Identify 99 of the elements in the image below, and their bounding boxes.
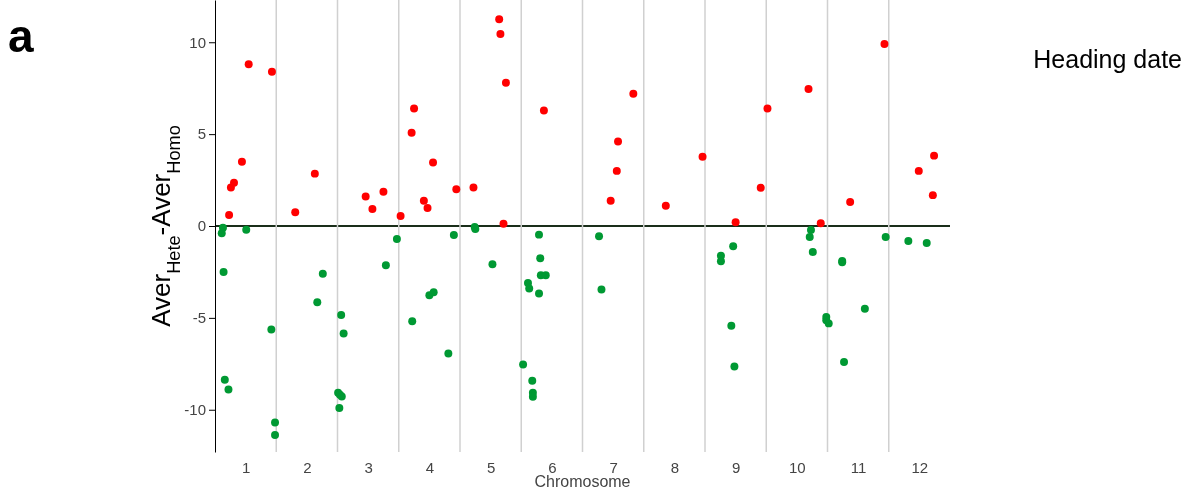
point xyxy=(535,289,543,298)
point xyxy=(310,169,319,178)
point xyxy=(881,233,890,242)
x-tick-label: 2 xyxy=(303,458,312,476)
x-tick-label: 9 xyxy=(731,458,741,476)
point xyxy=(244,60,253,69)
point xyxy=(230,178,238,187)
point xyxy=(729,242,738,251)
point xyxy=(361,192,370,201)
x-tick-label: 8 xyxy=(670,458,680,476)
point xyxy=(805,233,814,242)
point xyxy=(716,257,725,266)
point xyxy=(224,385,233,394)
point xyxy=(429,158,438,167)
point xyxy=(612,166,621,175)
point xyxy=(730,362,739,371)
point xyxy=(904,237,913,246)
point xyxy=(392,235,401,244)
point xyxy=(381,261,390,270)
point xyxy=(806,226,815,235)
point xyxy=(444,349,453,358)
point xyxy=(488,260,497,269)
point xyxy=(535,230,543,239)
point xyxy=(237,157,246,166)
y-tick-label: 0 xyxy=(197,217,206,235)
y-tick-label: 5 xyxy=(197,125,206,143)
point xyxy=(407,128,416,137)
point xyxy=(804,85,813,94)
point xyxy=(763,104,772,113)
x-tick-label: 12 xyxy=(911,458,929,476)
x-axis-title: Chromosome xyxy=(534,473,631,490)
point xyxy=(597,285,606,294)
point xyxy=(525,284,534,293)
point xyxy=(419,196,428,205)
point xyxy=(846,198,855,207)
point xyxy=(219,267,228,276)
point xyxy=(595,232,604,241)
point xyxy=(499,219,508,228)
point xyxy=(339,329,348,338)
point xyxy=(242,225,251,234)
point xyxy=(930,151,939,160)
point xyxy=(379,187,388,196)
point xyxy=(396,211,405,220)
point xyxy=(808,248,817,257)
point xyxy=(271,418,280,427)
point xyxy=(816,219,825,228)
point xyxy=(267,325,276,334)
point xyxy=(519,360,528,369)
point xyxy=(614,137,623,146)
text: a xyxy=(8,10,34,62)
y-tick-label: -5 xyxy=(192,309,206,327)
point xyxy=(220,375,229,384)
point xyxy=(267,67,276,76)
x-tick-label: 4 xyxy=(425,458,435,476)
text: Heading date xyxy=(1033,45,1182,73)
point xyxy=(496,30,505,38)
point xyxy=(335,403,344,412)
point xyxy=(449,231,458,239)
point xyxy=(727,321,736,330)
point xyxy=(661,201,670,210)
point xyxy=(217,229,226,238)
point xyxy=(313,298,322,307)
point xyxy=(452,185,461,194)
point xyxy=(368,204,377,213)
point xyxy=(291,208,300,217)
point xyxy=(539,106,548,115)
point xyxy=(756,183,765,192)
point xyxy=(860,304,869,313)
point xyxy=(501,78,510,87)
point xyxy=(423,204,432,212)
point xyxy=(840,357,849,366)
point xyxy=(698,152,707,161)
point xyxy=(922,239,931,248)
point xyxy=(880,40,889,49)
point xyxy=(469,183,478,192)
y-tick-label: -10 xyxy=(184,401,206,419)
point xyxy=(914,166,923,175)
point xyxy=(410,104,419,113)
point xyxy=(606,196,615,205)
point xyxy=(528,376,537,385)
x-tick-label: 3 xyxy=(364,458,373,476)
point xyxy=(408,317,417,326)
x-tick-label: 1 xyxy=(241,458,251,476)
x-tick-label: 11 xyxy=(850,458,867,476)
point xyxy=(536,254,545,263)
y-tick-label: 10 xyxy=(189,33,206,51)
point xyxy=(928,191,937,200)
point xyxy=(337,311,346,320)
x-tick-label: 6 xyxy=(548,458,557,476)
point xyxy=(225,210,234,219)
point xyxy=(318,269,327,278)
point xyxy=(629,89,638,98)
point xyxy=(271,430,280,439)
point xyxy=(429,288,438,297)
point xyxy=(731,218,740,227)
point xyxy=(495,15,504,24)
x-tick-label: 5 xyxy=(486,458,496,476)
x-tick-label: 10 xyxy=(789,458,806,476)
x-tick-label: 7 xyxy=(609,458,618,476)
